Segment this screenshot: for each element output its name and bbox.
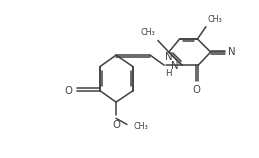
Text: H: H [165,69,171,78]
Text: CH₃: CH₃ [133,122,148,131]
Text: O: O [112,120,120,130]
Text: O: O [65,86,73,96]
Text: O: O [193,85,201,95]
Text: N: N [171,61,179,71]
Text: CH₃: CH₃ [207,15,222,24]
Text: N: N [228,47,236,57]
Text: N: N [165,52,172,62]
Text: CH₃: CH₃ [141,28,156,37]
